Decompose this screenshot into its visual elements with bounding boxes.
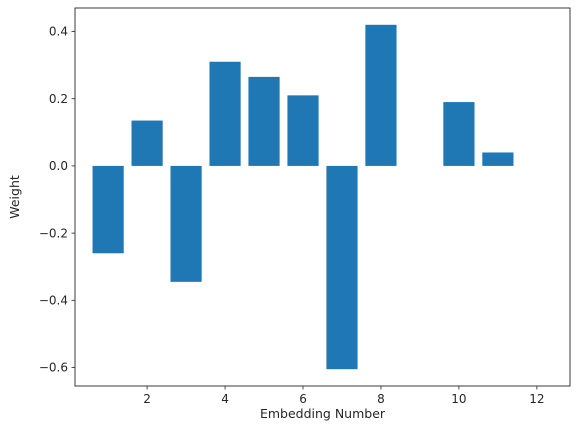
bar-5 [248,76,280,166]
bar-3 [170,165,202,282]
bar-1 [92,165,124,254]
bars-group [92,24,514,370]
y-tick-label: −0.6 [39,361,68,375]
bar-10 [443,102,475,166]
y-tick-label: 0.4 [49,25,68,39]
x-tick-label: 6 [299,392,307,406]
bar-6 [287,95,319,166]
bar-2 [131,120,163,166]
y-ticks-group: −0.6 −0.4 −0.2 0.0 0.2 0.4 [39,25,75,375]
y-tick-label: 0.2 [49,92,68,106]
y-axis-label: Weight [7,175,22,219]
x-tick-label: 12 [529,392,544,406]
y-tick-label: −0.2 [39,226,68,240]
y-tick-label: 0.0 [49,159,68,173]
bar-8 [365,24,397,166]
x-ticks-group: 2 4 6 8 10 12 [143,386,545,406]
x-tick-label: 4 [221,392,229,406]
bar-4 [209,61,241,166]
plot-frame [74,7,571,387]
x-tick-label: 2 [143,392,151,406]
x-axis-label: Embedding Number [260,406,386,421]
y-tick-label: −0.4 [39,294,68,308]
bar-7 [326,165,358,370]
x-tick-label: 8 [377,392,385,406]
x-tick-label: 10 [451,392,466,406]
bar-11 [482,152,514,166]
